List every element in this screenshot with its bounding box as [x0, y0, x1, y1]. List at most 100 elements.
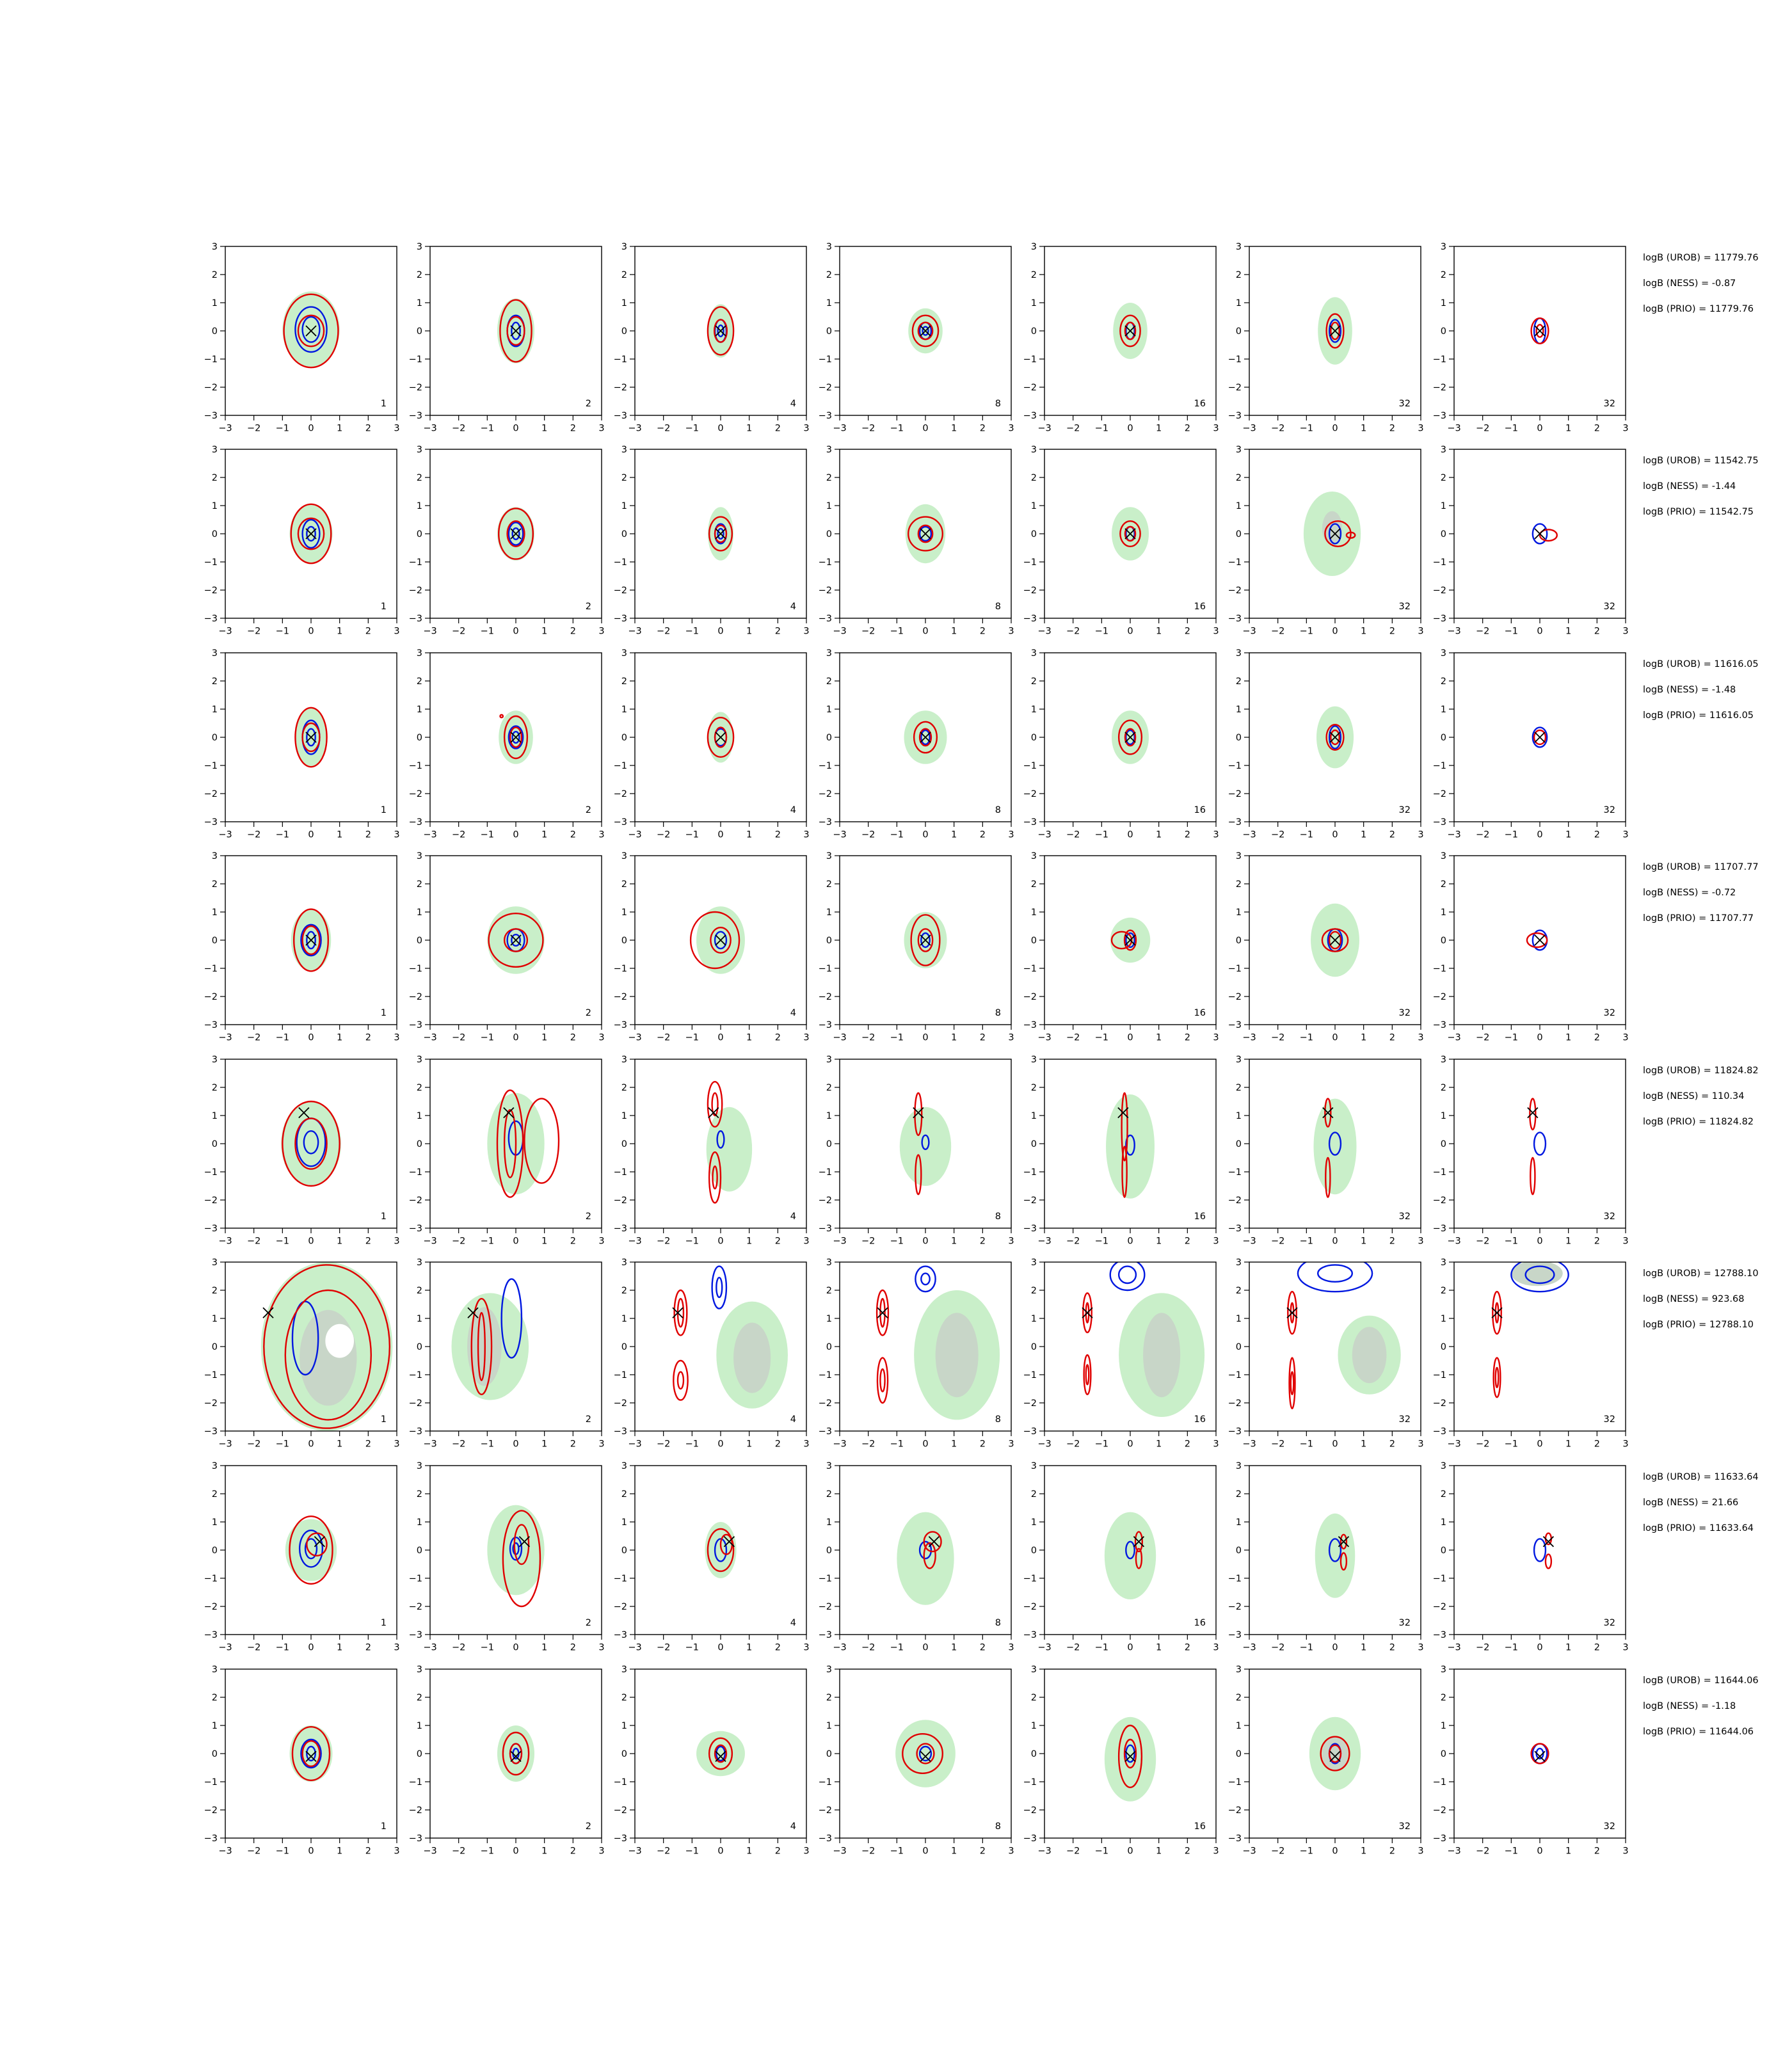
- x-tick-label: 0: [308, 627, 314, 637]
- y-tick-label: 3: [1441, 445, 1446, 455]
- subplot: −3−3 −2 −2 −1 −1 0 0 1 1 2 2 3 3 32: [1433, 1055, 1629, 1247]
- panel-label: 4: [790, 399, 796, 409]
- x-tick-label: 3: [803, 1846, 809, 1857]
- y-tick-label: 0: [621, 1749, 627, 1759]
- panel-label: 4: [790, 805, 796, 815]
- x-tick-label: −3: [218, 1033, 232, 1043]
- y-tick-label: 2: [1441, 473, 1446, 483]
- y-tick-label: −1: [204, 1370, 218, 1380]
- red-contour: [1287, 1290, 1297, 1335]
- x-tick-label: −3: [1447, 424, 1460, 434]
- y-tick-label: 2: [621, 1286, 627, 1296]
- x-tick-label: 1: [951, 424, 957, 434]
- x-tick-label: 2: [1594, 1439, 1600, 1450]
- x-tick-label: −1: [1505, 424, 1518, 434]
- plot-area: [487, 1089, 560, 1198]
- subplot: −3−3 −2 −2 −1 −1 0 0 1 1 2 2 3 3 1: [204, 648, 400, 840]
- y-tick-label: −2: [409, 992, 422, 1002]
- axes-frame: [1453, 1465, 1626, 1635]
- panel-label: 1: [381, 1212, 387, 1222]
- x-tick-label: 2: [1389, 1643, 1395, 1653]
- x-tick-label: −1: [276, 1033, 289, 1043]
- x-tick-label: 3: [803, 1033, 809, 1043]
- y-tick-label: −3: [409, 1630, 422, 1640]
- blue-contour: [306, 931, 316, 950]
- x-marker: [305, 325, 317, 337]
- x-marker: [1338, 1536, 1350, 1548]
- panel-label: 1: [381, 399, 387, 409]
- y-tick-label: 2: [1031, 1286, 1037, 1296]
- y-tick-label: 1: [1031, 1314, 1037, 1324]
- y-tick-label: 2: [1441, 879, 1446, 890]
- x-tick-label: −2: [1271, 1643, 1284, 1653]
- y-tick-label: −2: [1433, 1805, 1446, 1816]
- red-contour: [1533, 729, 1547, 746]
- y-tick-label: 3: [417, 1055, 422, 1065]
- row-annotation: logB (PRIO) = 11633.64: [1643, 1523, 1754, 1533]
- panel-label: 8: [995, 1212, 1001, 1222]
- y-tick-label: 1: [212, 908, 218, 918]
- y-tick-label: 2: [212, 473, 218, 483]
- x-tick-label: −3: [423, 424, 436, 434]
- x-tick-label: 3: [803, 424, 809, 434]
- x-tick-label: 3: [1622, 1033, 1628, 1043]
- red-contour: [1328, 1744, 1342, 1763]
- x-tick-label: 0: [1127, 1033, 1133, 1043]
- red-contour: [1494, 1366, 1500, 1388]
- row-annotation: logB (PRIO) = 11824.82: [1643, 1117, 1754, 1127]
- y-tick-label: 2: [1031, 473, 1037, 483]
- x-marker: [1286, 1307, 1298, 1318]
- blue-contour: [716, 1745, 726, 1762]
- y-tick-label: 2: [1031, 1083, 1037, 1093]
- red-contour: [673, 1359, 689, 1401]
- blue-contour: [511, 933, 521, 947]
- red-contour: [708, 1737, 733, 1770]
- blue-contour: [920, 729, 931, 746]
- x-marker: [1117, 1107, 1129, 1119]
- x-tick-label: 1: [1565, 1236, 1571, 1247]
- x-tick-label: −1: [685, 627, 699, 637]
- y-tick-label: −2: [204, 1805, 218, 1816]
- x-tick-label: 1: [541, 1033, 547, 1043]
- y-tick-label: −3: [1433, 1834, 1446, 1844]
- y-tick-label: 1: [1236, 908, 1242, 918]
- red-contour: [477, 1311, 486, 1381]
- x-tick-label: −1: [481, 1033, 494, 1043]
- y-tick-label: 1: [1441, 1517, 1446, 1528]
- y-tick-label: 2: [1441, 1693, 1446, 1703]
- subplot: −3−3 −2 −2 −1 −1 0 0 1 1 2 2 3 3 32: [1228, 851, 1424, 1043]
- y-tick-label: 3: [1031, 1461, 1037, 1471]
- subplot: −3−3 −2 −2 −1 −1 0 0 1 1 2 2 3 3 16: [1023, 1055, 1219, 1247]
- x-marker: [928, 1536, 940, 1548]
- y-tick-label: 2: [1441, 676, 1446, 687]
- y-tick-label: −3: [1228, 614, 1242, 624]
- x-marker: [305, 934, 317, 946]
- y-tick-label: 3: [417, 1461, 422, 1471]
- plot-area: [672, 1265, 788, 1409]
- panel-label: 16: [1194, 1618, 1206, 1628]
- y-tick-label: 0: [621, 326, 627, 337]
- red-contour: [301, 722, 321, 753]
- y-tick-label: −1: [1023, 557, 1037, 568]
- y-tick-label: −1: [409, 1370, 422, 1380]
- x-tick-label: 3: [1622, 1643, 1628, 1653]
- blue-contour: [300, 1738, 322, 1769]
- y-tick-label: 1: [1441, 298, 1446, 308]
- red-contour: [488, 912, 544, 968]
- y-tick-label: 2: [212, 879, 218, 890]
- blue-contour: [717, 527, 724, 540]
- x-tick-label: 3: [1213, 830, 1219, 840]
- y-tick-label: 3: [212, 445, 218, 455]
- y-tick-label: −1: [409, 557, 422, 568]
- x-tick-label: −1: [481, 830, 494, 840]
- y-tick-label: −3: [409, 1834, 422, 1844]
- y-tick-label: 0: [212, 529, 218, 540]
- y-tick-label: 2: [826, 676, 832, 687]
- y-tick-label: 3: [826, 1665, 832, 1675]
- y-tick-label: 2: [417, 1693, 422, 1703]
- x-tick-label: −3: [833, 1236, 846, 1247]
- subplot: −3−3 −2 −2 −1 −1 0 0 1 1 2 2 3 3 2: [409, 648, 605, 840]
- y-tick-label: −2: [1433, 1196, 1446, 1206]
- y-tick-label: 3: [417, 648, 422, 659]
- x-tick-label: −2: [657, 424, 670, 434]
